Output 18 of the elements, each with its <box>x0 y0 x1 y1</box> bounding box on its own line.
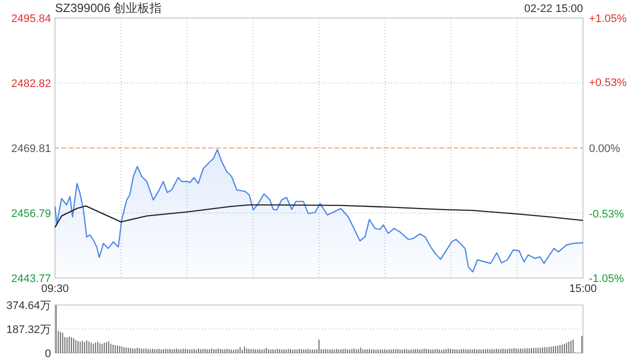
y-tick-label: 374.64万 <box>6 300 51 312</box>
y-tick-label: 2469.81 <box>11 142 51 155</box>
line-series <box>54 204 584 228</box>
y2-tick-label: -0.53% <box>589 208 624 220</box>
y-tick-label: 2482.82 <box>11 78 51 90</box>
y-tick-label: 2456.79 <box>11 208 51 220</box>
y-tick-label: 187.32万 <box>6 324 51 336</box>
chart-title: SZ399006 创业板指 <box>55 1 162 15</box>
y2-tick-label: 0.00% <box>589 142 620 155</box>
y2-tick-label: -1.05% <box>589 272 624 285</box>
y-tick-label: 2495.84 <box>11 12 51 25</box>
y2-tick-label: +1.05% <box>589 12 627 25</box>
chart-subtitle: 02-22 15:00 <box>524 3 583 15</box>
x-tick-label: 09:30 <box>41 283 69 295</box>
x-tick-label: 15:00 <box>569 283 597 295</box>
y-tick-label: 2443.77 <box>11 272 51 285</box>
y-tick-label: 0 <box>44 348 51 360</box>
y2-tick-label: +0.53% <box>589 77 627 90</box>
